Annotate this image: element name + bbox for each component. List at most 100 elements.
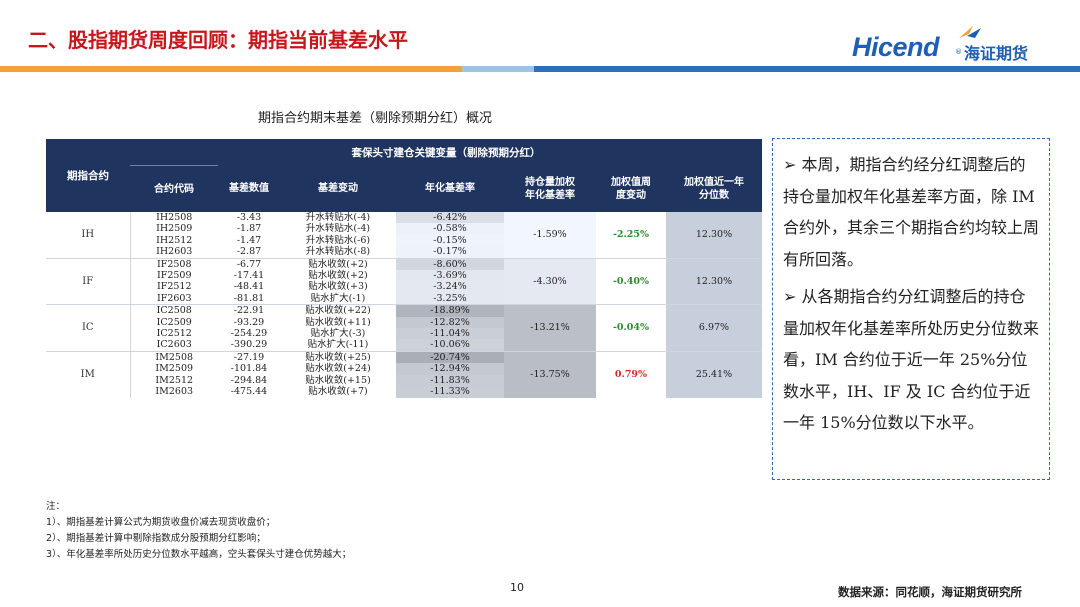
- basis-change: 贴水扩大(-11): [307, 339, 369, 351]
- note-item: 1）、期指基差计算公式为期货收盘价减去现货收盘价；: [46, 517, 276, 528]
- column-header: 加权值周 度变动: [596, 165, 666, 212]
- basis-change: 贴水扩大(-3): [310, 328, 366, 340]
- company-logo: Hicend ® 海证期货: [852, 26, 1052, 63]
- basis-change: 升水转贴水(-8): [305, 246, 371, 258]
- table-row: IM2512 -294.84 贴水收敛(+15) -11.83%: [46, 374, 762, 387]
- contract-code: IC2603: [156, 339, 192, 351]
- table-row: IF2512 -48.41 贴水收敛(+3) -3.24%: [46, 281, 762, 293]
- basis-value: -3.43: [236, 212, 262, 223]
- annual-basis-rate: -3.25%: [396, 292, 504, 305]
- column-header: 年化基差率: [396, 165, 504, 212]
- annual-basis-rate: -0.58%: [396, 223, 504, 235]
- basis-change: 升水转贴水(-4): [305, 223, 371, 235]
- page-number: 10: [510, 581, 524, 594]
- percentile-value: 6.97%: [666, 304, 762, 352]
- basis-change: 升水转贴水(-4): [305, 212, 371, 223]
- contract-group-label: IF: [46, 257, 131, 305]
- contract-code: IH2508: [156, 212, 193, 223]
- table-subtitle: 期指合约期末基差（剔除预期分红）概况: [258, 111, 493, 126]
- annual-basis-rate: -12.94%: [396, 363, 504, 375]
- contract-code: IC2512: [156, 328, 192, 340]
- basis-change: 贴水收敛(+15): [305, 374, 371, 386]
- contract-code: IC2508: [130, 304, 218, 317]
- basis-value: -22.91: [218, 304, 280, 317]
- contract-group-label: IM: [46, 350, 131, 398]
- notes: 注： 1）、期指基差计算公式为期货收盘价减去现货收盘价； 2）、期指基差计算中剔…: [46, 499, 351, 563]
- table-row: IC2603 -390.29 贴水扩大(-11) -10.06%: [46, 339, 762, 352]
- header-span-label: 套保头寸建仓关键变量（剔除预期分红）: [130, 139, 762, 166]
- contract-code: IM2512: [155, 374, 194, 386]
- page-title: 二、股指期货周度回顾：期指当前基差水平: [28, 28, 408, 52]
- contract-code: IH2603: [156, 246, 193, 258]
- basis-change: 贴水收敛(+11): [305, 316, 371, 328]
- basis-value: -254.29: [230, 328, 268, 340]
- basis-value: -48.41: [233, 281, 265, 293]
- table-row: IF IF2508 -6.77 贴水收敛(+2) -8.60% -4.30% -0.40% 1…: [46, 257, 762, 305]
- header-color-bars: [0, 66, 1080, 72]
- table-row: IM IM2508 -27.19 贴水收敛(+25) -20.74% -13.75% 0.7…: [46, 350, 762, 398]
- basis-change: 贴水收敛(+7): [308, 386, 368, 398]
- weighted-annual-rate: -1.59%: [504, 212, 596, 259]
- table-row: IM2509 -101.84 贴水收敛(+24) -12.94%: [46, 363, 762, 375]
- basis-value: -1.87: [236, 223, 262, 235]
- logo-chinese-name: 海证期货: [964, 44, 1029, 63]
- table-row: IF2603 -81.81 贴水扩大(-1) -3.25%: [46, 292, 762, 305]
- column-header: 基差变动: [280, 165, 396, 212]
- contract-code: IF2508: [130, 257, 218, 271]
- column-header: 合约代码: [130, 165, 218, 212]
- basis-value: -93.29: [233, 316, 265, 328]
- basis-change: 贴水收敛(+2): [280, 257, 396, 271]
- table-row: IC2509 -93.29 贴水收敛(+11) -12.82%: [46, 316, 762, 329]
- basis-value: -2.87: [236, 246, 262, 258]
- commentary-para-2: ➢ 从各期指合约分红调整后的持仓量加权年化基差率所处历史分位数来看，IM 合约位…: [783, 287, 1040, 432]
- header-contract-group: 期指合约: [46, 139, 130, 212]
- basis-value: -294.84: [230, 374, 268, 386]
- logo-registered-mark: ®: [955, 48, 962, 56]
- table-row: IH2512 -1.47 升水转贴水(-6) -0.15%: [46, 234, 762, 247]
- commentary-para-1: ➢ 本周，期指合约经分红调整后的持仓量加权年化基差率方面，除 IM 合约外，其余…: [783, 155, 1040, 269]
- basis-value: -390.29: [230, 339, 268, 351]
- column-header: 持仓量加权 年化基差率: [504, 165, 596, 212]
- contract-code: IF2603: [156, 292, 192, 304]
- basis-value: -17.41: [233, 270, 265, 282]
- weighted-weekly-change: 0.79%: [596, 350, 666, 398]
- weighted-weekly-change: -2.25%: [612, 229, 650, 241]
- contract-code: IF2509: [156, 270, 192, 282]
- bar-dark-blue: [534, 66, 1080, 72]
- basis-change: 贴水扩大(-1): [310, 292, 366, 304]
- annual-basis-rate: -3.24%: [396, 281, 504, 293]
- weighted-annual-rate: -13.75%: [504, 350, 596, 398]
- contract-code: IH2509: [156, 223, 193, 235]
- contract-group-label: IH: [46, 212, 131, 259]
- basis-value: -475.44: [230, 386, 268, 398]
- contract-code: IC2509: [156, 316, 192, 328]
- basis-table: 期指合约 套保头寸建仓关键变量（剔除预期分红） 合约代码 基差数值 基差变动 年化基差…: [46, 139, 762, 398]
- contract-code: IF2512: [156, 281, 192, 293]
- table-row: IH2509 -1.87 升水转贴水(-4) -0.58%: [46, 223, 762, 235]
- percentile-value: 12.30%: [666, 212, 762, 259]
- data-source: 数据来源：同花顺，海证期货研究所: [838, 585, 1022, 599]
- contract-group-label: IC: [46, 304, 131, 352]
- basis-change: 贴水收敛(+24): [305, 363, 371, 375]
- basis-change: 贴水收敛(+25): [280, 350, 396, 364]
- basis-value: -6.77: [218, 257, 280, 271]
- basis-change: 升水转贴水(-6): [305, 234, 371, 246]
- table-row: IF2509 -17.41 贴水收敛(+2) -3.69%: [46, 270, 762, 282]
- table-row: IC2512 -254.29 贴水扩大(-3) -11.04%: [46, 328, 762, 340]
- basis-value: -1.47: [236, 234, 262, 246]
- notes-heading: 注：: [46, 501, 66, 512]
- note-item: 3）、年化基差率所处历史分位数水平越高，空头套保头寸建仓优势越大；: [46, 549, 352, 560]
- annual-basis-rate: -6.42%: [396, 212, 504, 224]
- annual-basis-rate: -10.06%: [396, 339, 504, 352]
- bar-light-blue: [462, 66, 534, 72]
- logo-swoosh-icon: [959, 26, 981, 38]
- basis-value: -27.19: [218, 350, 280, 364]
- table-row: IC IC2508 -22.91 贴水收敛(+22) -18.89% -13.21% -0.…: [46, 304, 762, 352]
- annual-basis-rate: -20.74%: [396, 350, 504, 364]
- contract-code: IM2509: [155, 363, 194, 375]
- annual-basis-rate: -11.33%: [396, 386, 504, 398]
- weighted-weekly-change: -0.40%: [596, 257, 666, 305]
- basis-change: 贴水收敛(+2): [308, 270, 368, 282]
- contract-code: IM2603: [155, 386, 194, 398]
- annual-basis-rate: -0.15%: [396, 234, 504, 247]
